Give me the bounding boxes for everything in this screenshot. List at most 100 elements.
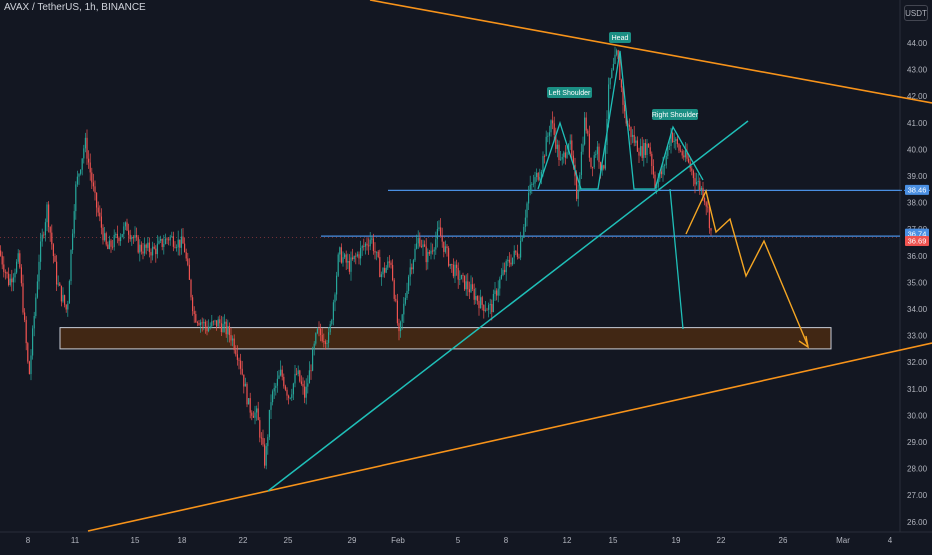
candle-body [16, 261, 18, 273]
candle-body [52, 244, 54, 257]
candle-body [217, 319, 219, 327]
candle-body [520, 240, 522, 258]
candle-body [297, 370, 299, 375]
lower-trendline[interactable] [87, 342, 932, 532]
candle-body [176, 247, 178, 249]
candle-body [670, 133, 672, 146]
candle-body [187, 258, 189, 265]
candle-body [644, 142, 646, 155]
candle-body [593, 155, 595, 168]
candle-body [523, 226, 525, 238]
upper-trendline[interactable] [369, 0, 932, 104]
candle-body [363, 246, 365, 247]
candle-body [211, 321, 213, 327]
candle-body [203, 321, 205, 324]
currency-button[interactable]: USDT [904, 5, 928, 21]
candle-body [488, 305, 490, 310]
candle-body [624, 104, 626, 112]
candle-body [30, 355, 32, 375]
x-tick-label: 12 [563, 536, 572, 545]
candle-body [193, 311, 195, 315]
candle-body [441, 236, 443, 242]
candle-body [214, 320, 216, 322]
candle-body [529, 184, 531, 193]
candle-body [633, 134, 635, 143]
head-shoulders-pattern[interactable] [537, 50, 704, 190]
candle-body [136, 235, 138, 238]
ascending-trendline[interactable] [267, 120, 749, 492]
candle-body [408, 276, 410, 291]
candle-body [555, 134, 557, 149]
candle-body [22, 283, 24, 313]
target-projection-line[interactable] [669, 188, 684, 330]
candle-body [312, 349, 314, 371]
candle-body [56, 261, 58, 285]
x-tick-label: 8 [26, 536, 31, 545]
candle-body [121, 234, 123, 237]
candle-body [640, 146, 642, 156]
candle-body [339, 247, 341, 255]
candle-body [544, 156, 546, 157]
candle-body [416, 243, 418, 249]
candle-body [376, 251, 378, 253]
candle-body [259, 420, 261, 438]
candle-body [89, 162, 91, 173]
candle-body [46, 204, 48, 223]
support-zone[interactable] [59, 327, 832, 350]
candle-body [393, 280, 395, 299]
candle-body [665, 155, 667, 166]
candle-body [534, 177, 536, 184]
candle-body [582, 144, 584, 152]
candle-body [686, 150, 688, 159]
candle-body [379, 257, 381, 278]
candle-body [475, 296, 477, 300]
x-tick-label: 8 [504, 536, 509, 545]
candle-body [456, 264, 458, 268]
candle-body [428, 251, 430, 254]
candle-body [273, 387, 275, 392]
y-tick-label: 36.00 [907, 252, 928, 261]
candle-body [123, 226, 125, 235]
candle-body [585, 117, 587, 131]
candle-body [518, 256, 520, 258]
candle-body [220, 323, 222, 333]
candle-body [628, 125, 630, 127]
candle-body [558, 144, 560, 161]
candle-body [86, 137, 88, 159]
x-tick-label: 18 [178, 536, 187, 545]
candle-body [80, 169, 82, 174]
candle-body [307, 383, 309, 387]
candle-body [510, 262, 512, 265]
candle-body [48, 204, 50, 228]
candle-body [603, 165, 605, 169]
candle-body [452, 264, 454, 277]
candle-body [224, 321, 226, 324]
candle-body [536, 172, 538, 178]
candle-body [147, 242, 149, 248]
candle-body [569, 140, 571, 145]
candle-body [526, 203, 528, 218]
candle-body [267, 437, 269, 447]
candle-body [283, 376, 285, 387]
x-tick-label: 25 [284, 536, 293, 545]
candle-body [198, 323, 200, 326]
candle-body [6, 272, 8, 274]
projected-path[interactable] [685, 188, 809, 347]
candle-body [235, 350, 237, 355]
candle-body [425, 246, 427, 263]
candle-body [460, 275, 462, 280]
candle-body [160, 238, 162, 241]
y-tick-label: 42.00 [907, 92, 928, 101]
candle-body [600, 162, 602, 171]
candle-body [62, 295, 64, 302]
candle-body [11, 278, 13, 283]
candle-body [8, 273, 10, 285]
candle-body [680, 150, 682, 152]
candle-body [435, 239, 437, 250]
candle-body [60, 285, 62, 302]
left-shoulder-label: Left Shoulder [549, 90, 591, 97]
candle-body [539, 176, 541, 180]
candle-body [342, 257, 344, 263]
